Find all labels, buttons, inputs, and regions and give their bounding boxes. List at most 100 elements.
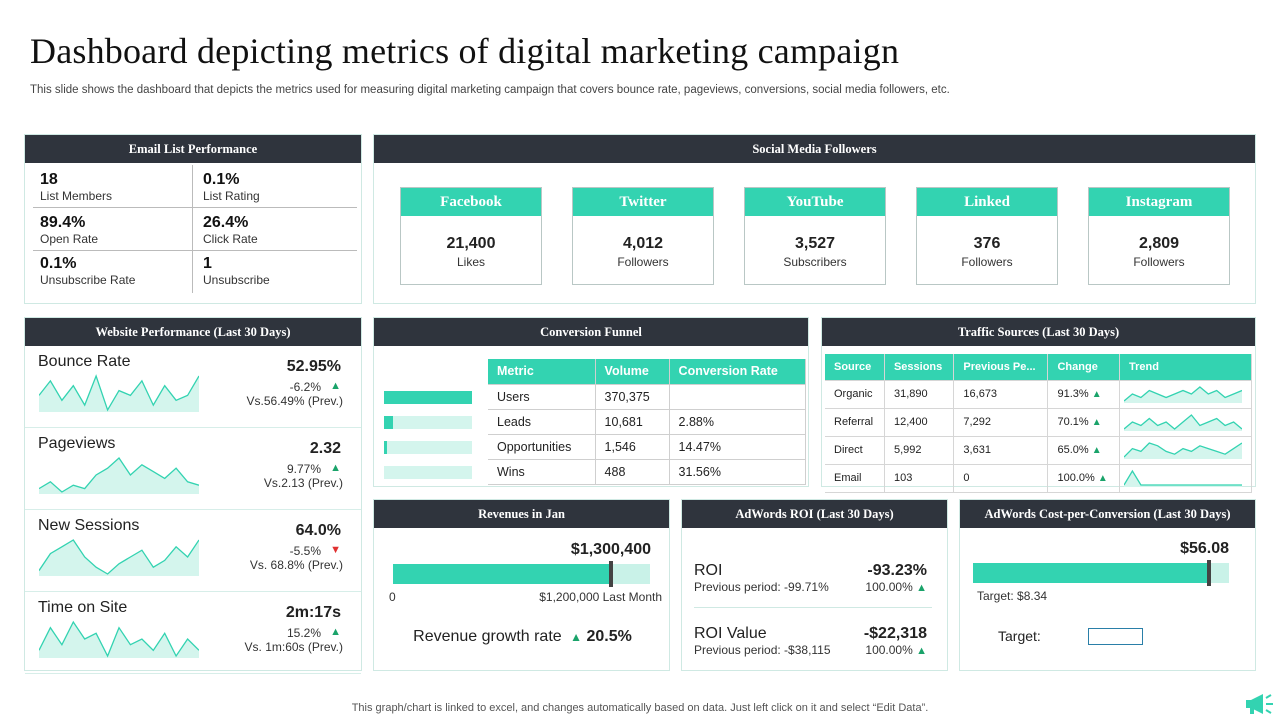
metric-change: 9.77%: [286, 462, 321, 476]
traffic-sources-panel: Traffic Sources (Last 30 Days) Source Se…: [821, 317, 1256, 493]
trend-sparkline: [1123, 385, 1243, 403]
email-metric: 26.4% Click Rate: [203, 214, 258, 246]
social-card-instagram: Instagram 2,809 Followers: [1088, 187, 1230, 285]
metric-sparkline: [38, 620, 200, 658]
cpc-bar-track: [973, 560, 1229, 586]
website-performance-header: Website Performance (Last 30 Days): [25, 318, 361, 346]
revenues-panel: Revenues in Jan $1,300,400 0 $1,200,000 …: [373, 499, 670, 671]
up-arrow-icon: ▲: [570, 630, 583, 644]
cpc-target-label: Target:: [998, 628, 1041, 644]
funnel-bar: [384, 466, 472, 479]
roi-item: ROI Value Previous period: -$38,115: [694, 625, 831, 657]
traffic-col-source: Source: [825, 354, 885, 381]
social-card-linked: Linked 376 Followers: [916, 187, 1058, 285]
metric-previous: Vs.2.13 (Prev.): [263, 476, 343, 490]
metric-name: New Sessions: [38, 517, 140, 534]
table-row: Leads 10,681 2.88%: [488, 409, 807, 435]
conversion-funnel-header: Conversion Funnel: [374, 318, 808, 346]
social-card-facebook: Facebook 21,400 Likes: [400, 187, 542, 285]
revenue-growth-label: Revenue growth rate: [413, 628, 562, 645]
metric-sparkline: [38, 457, 200, 494]
metric-value: 64.0%: [295, 522, 341, 539]
website-performance-panel: Website Performance (Last 30 Days) Bounc…: [24, 317, 362, 674]
page-title: Dashboard depicting metrics of digital m…: [30, 31, 900, 71]
table-row: Organic 31,890 16,673 91.3% ▲: [825, 380, 1252, 409]
page-subtitle: This slide shows the dashboard that depi…: [30, 84, 950, 96]
revenue-axis-label: $1,200,000 Last Month: [539, 590, 662, 604]
up-arrow-icon: ▲: [916, 645, 927, 657]
up-arrow-icon: ▲: [330, 380, 341, 392]
metric-name: Time on Site: [38, 599, 128, 616]
metric-name: Bounce Rate: [38, 353, 131, 370]
traffic-sources-header: Traffic Sources (Last 30 Days): [822, 318, 1255, 346]
funnel-bar: [384, 391, 472, 404]
metric-previous: Vs. 68.8% (Prev.): [249, 558, 343, 572]
social-card-youtube: YouTube 3,527 Subscribers: [744, 187, 886, 285]
funnel-bar-fill: [384, 441, 387, 454]
up-arrow-icon: ▲: [1091, 389, 1102, 400]
funnel-col-rate: Conversion Rate: [669, 359, 807, 385]
revenue-axis-min: 0: [389, 590, 396, 604]
table-row: Direct 5,992 3,631 65.0% ▲: [825, 436, 1252, 465]
funnel-col-volume: Volume: [595, 359, 670, 385]
up-arrow-icon: ▲: [1097, 473, 1108, 484]
website-metric-row: New Sessions 64.0% -5.5% ▼ Vs. 68.8% (Prev.): [25, 510, 361, 592]
roi-value: -$22,318 100.00% ▲: [863, 625, 927, 657]
down-arrow-icon: ▼: [330, 544, 341, 556]
up-arrow-icon: ▲: [330, 626, 341, 638]
up-arrow-icon: ▲: [916, 582, 927, 594]
metric-previous: Vs.56.49% (Prev.): [246, 394, 343, 408]
roi-item: ROI Previous period: -99.71%: [694, 562, 829, 594]
metric-value: 2m:17s: [285, 604, 341, 621]
traffic-col-trend: Trend: [1119, 354, 1252, 381]
email-metric: 0.1% List Rating: [203, 171, 260, 203]
cpc-bar-fill: [973, 563, 1209, 583]
trend-sparkline: [1123, 413, 1243, 431]
metric-change: 15.2%: [286, 626, 321, 640]
revenue-value: $1,300,400: [570, 541, 651, 558]
table-row: Opportunities 1,546 14.47%: [488, 434, 807, 460]
up-arrow-icon: ▲: [1091, 445, 1102, 456]
table-row: Email 103 0 100.0% ▲: [825, 464, 1252, 493]
traffic-table: Source Sessions Previous Pe... Change Tr…: [825, 354, 1252, 493]
funnel-col-metric: Metric: [488, 359, 596, 385]
adwords-cpc-header: AdWords Cost-per-Conversion (Last 30 Day…: [960, 500, 1255, 528]
adwords-cpc-panel: AdWords Cost-per-Conversion (Last 30 Day…: [959, 499, 1256, 671]
cpc-bar-marker: [1206, 560, 1211, 586]
social-card-twitter: Twitter 4,012 Followers: [572, 187, 714, 285]
traffic-col-previous: Previous Pe...: [953, 354, 1049, 381]
email-metric: 18 List Members: [40, 171, 113, 203]
adwords-roi-header: AdWords ROI (Last 30 Days): [682, 500, 947, 528]
trend-sparkline: [1123, 469, 1242, 487]
metric-change: -6.2%: [289, 380, 321, 394]
table-row: Users 370,375: [488, 384, 807, 410]
email-list-header: Email List Performance: [25, 135, 361, 163]
adwords-roi-panel: AdWords ROI (Last 30 Days) ROI Previous …: [681, 499, 948, 671]
revenue-bar-marker: [609, 561, 614, 587]
cpc-target-input[interactable]: [1088, 628, 1143, 645]
cpc-target-text: Target: $8.34: [977, 589, 1048, 603]
cpc-value: $56.08: [1180, 540, 1229, 557]
megaphone-icon: [1243, 692, 1277, 716]
traffic-col-change: Change: [1047, 354, 1120, 381]
funnel-bar-fill: [384, 416, 393, 429]
website-metric-row: Pageviews 2.32 9.77% ▲ Vs.2.13 (Prev.): [25, 428, 361, 510]
social-media-panel: Social Media Followers Facebook 21,400 Lik…: [373, 134, 1256, 304]
metric-name: Pageviews: [38, 435, 116, 452]
funnel-bar-fill: [384, 391, 472, 404]
revenues-header: Revenues in Jan: [374, 500, 669, 528]
trend-sparkline: [1123, 441, 1243, 459]
funnel-bar: [384, 416, 472, 429]
up-arrow-icon: ▲: [1091, 417, 1102, 428]
website-metric-row: Time on Site 2m:17s 15.2% ▲ Vs. 1m:60s (Prev…: [25, 592, 361, 674]
social-media-header: Social Media Followers: [374, 135, 1255, 163]
revenue-bar-track: [393, 561, 650, 587]
email-list-panel: Email List Performance 18 List Members 0.…: [24, 134, 362, 304]
email-metric: 0.1% Unsubscribe Rate: [40, 255, 136, 287]
table-row: Wins 488 31.56%: [488, 459, 807, 485]
email-metric: 1 Unsubscribe: [203, 255, 270, 287]
funnel-table: Metric Volume Conversion Rate Users 370,3…: [488, 359, 807, 485]
table-row: Referral 12,400 7,292 70.1% ▲: [825, 408, 1252, 437]
metric-previous: Vs. 1m:60s (Prev.): [244, 640, 343, 654]
funnel-bars: [380, 358, 488, 479]
